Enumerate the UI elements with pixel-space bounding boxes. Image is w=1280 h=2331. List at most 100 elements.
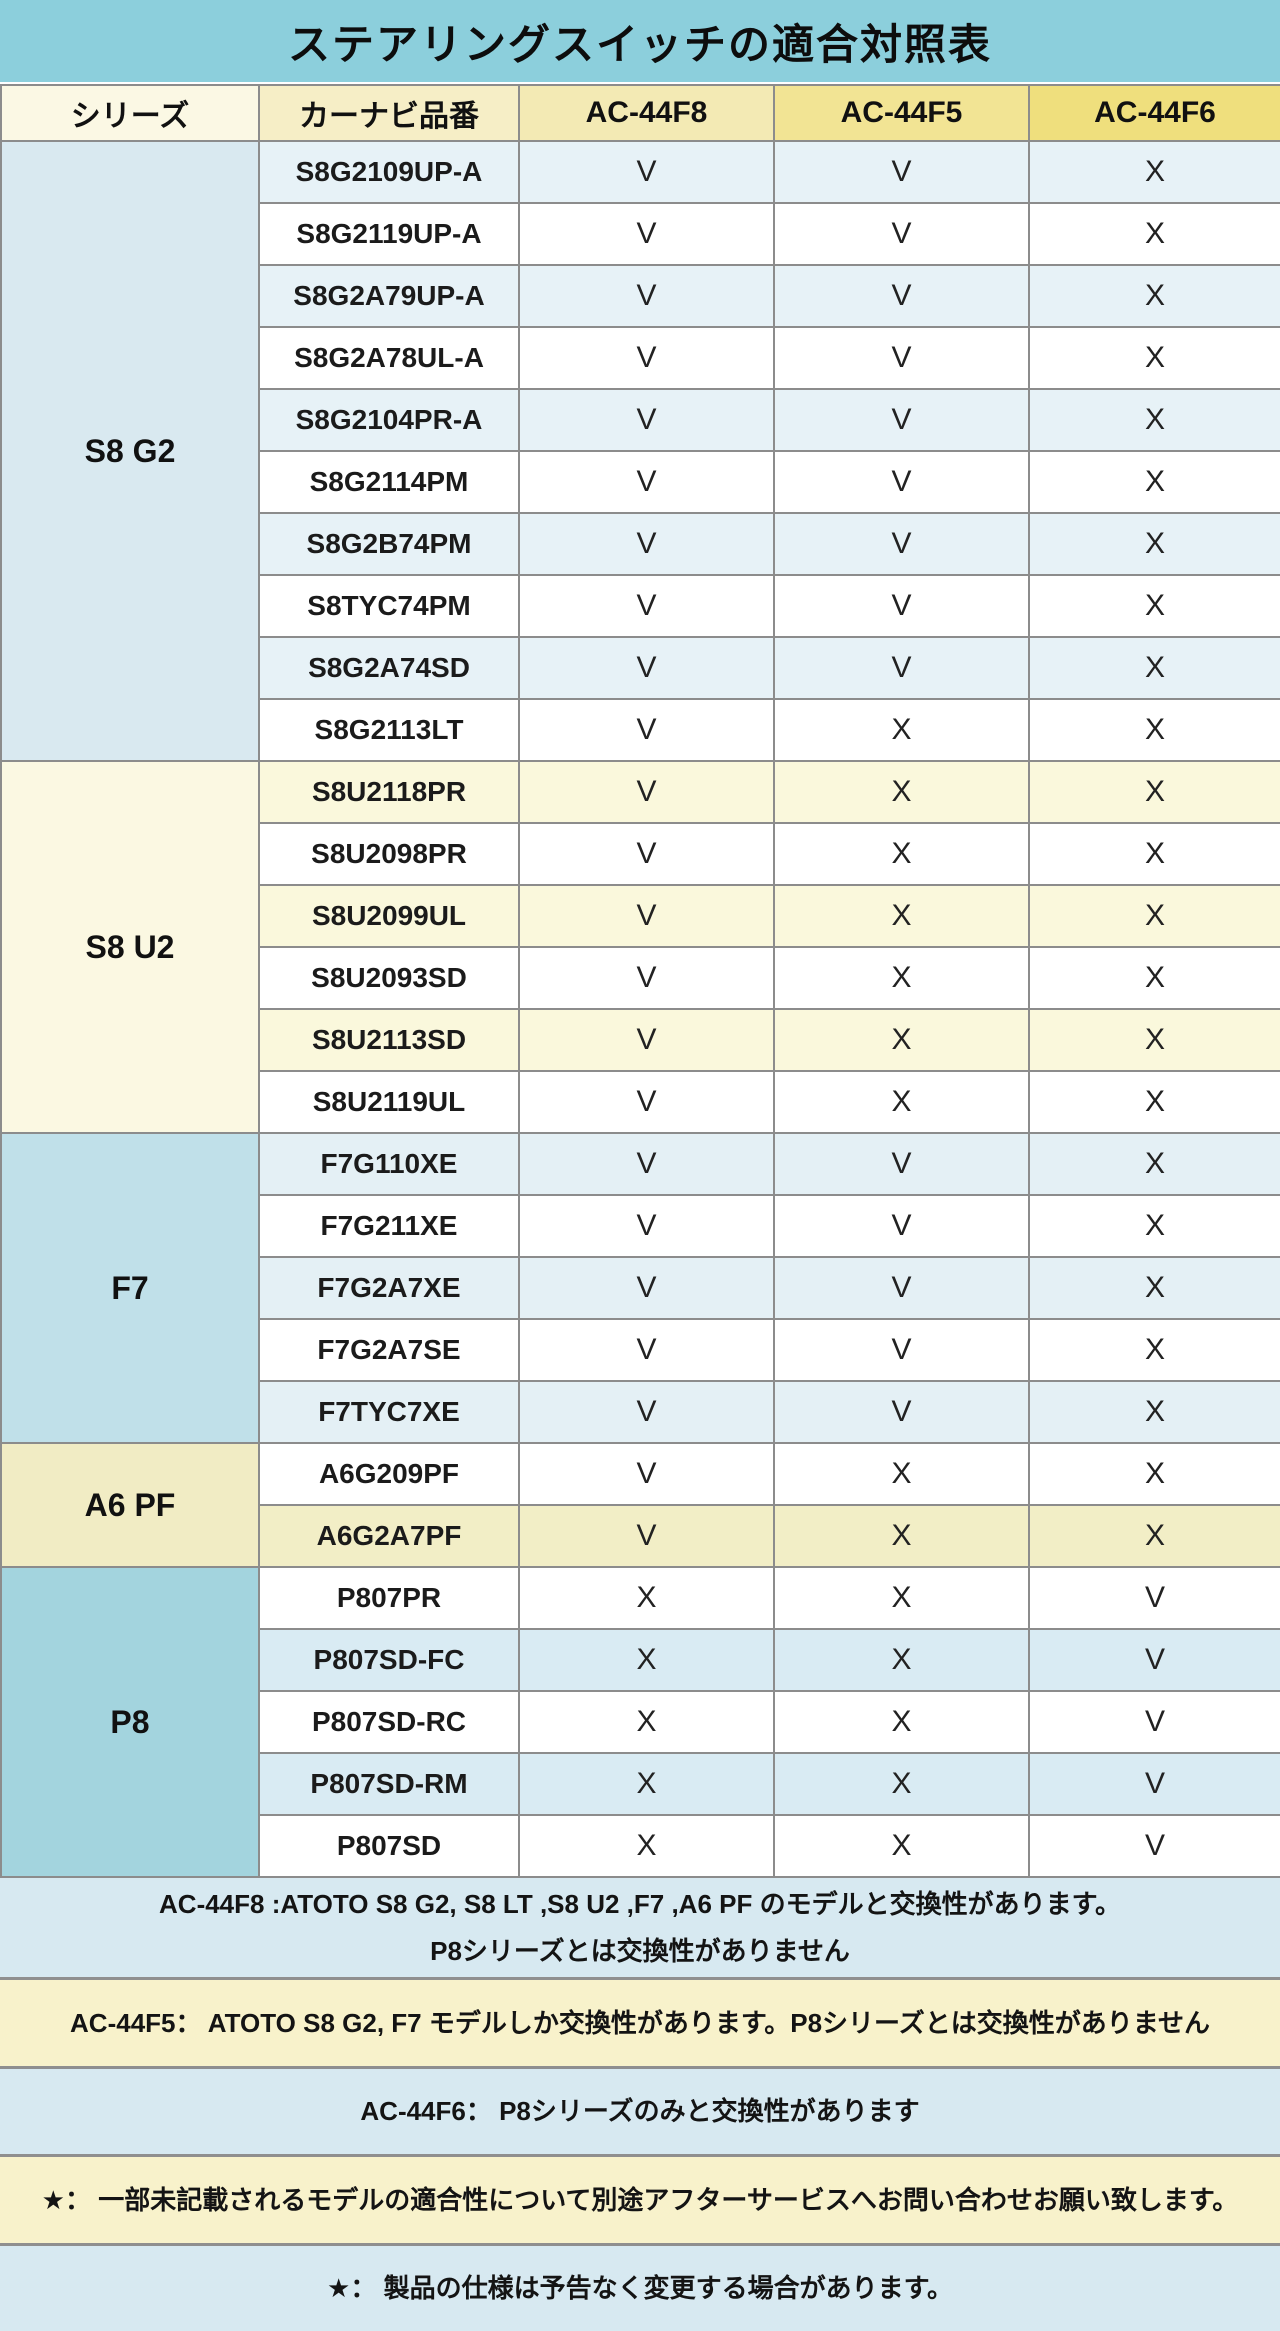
- model-number-cell: F7G2A7XE: [258, 1256, 520, 1320]
- table-row: S8 U2 S8U2118PR V X X: [0, 760, 1280, 1134]
- compat-value-cell: X: [773, 1814, 1030, 1878]
- compat-value-cell: X: [1028, 1194, 1280, 1258]
- compat-value-cell: X: [773, 1442, 1030, 1506]
- note-band: AC-44F8 :ATOTO S8 G2, S8 LT ,S8 U2 ,F7 ,…: [0, 1878, 1280, 1977]
- compat-value-cell: V: [1028, 1566, 1280, 1630]
- series-group-cell: S8 U2: [0, 760, 260, 1134]
- compat-value-cell: V: [773, 574, 1030, 638]
- compat-value-cell: X: [1028, 822, 1280, 886]
- compat-value-cell: V: [773, 1318, 1030, 1382]
- table-row: S8G2A74SD V V X: [1, 636, 1280, 700]
- compat-value-cell: X: [1028, 1008, 1280, 1072]
- table-row: F7 F7G110XE V V X: [0, 1132, 1280, 1444]
- compat-value-cell: V: [518, 202, 775, 266]
- compat-value-cell: X: [1028, 1318, 1280, 1382]
- table-row: S8G2B74PM V V X: [1, 512, 1280, 576]
- model-number-cell: F7G2A7SE: [258, 1318, 520, 1382]
- model-number-cell: P807SD-FC: [258, 1628, 520, 1692]
- series-group-cell: A6 PF: [0, 1442, 260, 1568]
- table-row: S8U2119UL V X X: [1, 1070, 1280, 1134]
- model-number-cell: F7TYC7XE: [258, 1380, 520, 1444]
- model-number-cell: P807SD-RC: [258, 1690, 520, 1754]
- compat-value-cell: X: [1028, 202, 1280, 266]
- table-row: S8U2093SD V X X: [1, 946, 1280, 1010]
- compat-value-cell: X: [1028, 698, 1280, 762]
- compat-value-cell: V: [773, 1132, 1030, 1196]
- model-number-cell: S8U2098PR: [258, 822, 520, 886]
- header-cell-series: シリーズ: [0, 84, 260, 142]
- model-number-cell: S8G2A74SD: [258, 636, 520, 700]
- model-number-cell: F7G110XE: [258, 1132, 520, 1196]
- model-number-cell: S8TYC74PM: [258, 574, 520, 638]
- compat-value-cell: X: [773, 1070, 1030, 1134]
- model-number-cell: S8G2A79UP-A: [258, 264, 520, 328]
- compat-value-cell: V: [773, 326, 1030, 390]
- note-text: ★： 製品の仕様は予告なく変更する場合があります。: [327, 2273, 953, 2303]
- compat-value-cell: V: [1028, 1628, 1280, 1692]
- table-row: S8U2099UL V X X: [1, 884, 1280, 948]
- compat-value-cell: X: [1028, 1132, 1280, 1196]
- table-row: S8G2104PR-A V V X: [1, 388, 1280, 452]
- table-row: P807SD-FC X X V: [1, 1628, 1280, 1692]
- table-row: F7G211XE V V X: [1, 1194, 1280, 1258]
- compat-value-cell: V: [518, 450, 775, 514]
- compat-value-cell: X: [773, 1752, 1030, 1816]
- compat-value-cell: X: [1028, 1256, 1280, 1320]
- table-row: S8G2113LT V X X: [1, 698, 1280, 762]
- model-number-cell: S8G2113LT: [258, 698, 520, 762]
- compat-value-cell: V: [518, 1008, 775, 1072]
- model-number-cell: S8G2B74PM: [258, 512, 520, 576]
- compat-value-cell: V: [518, 1380, 775, 1444]
- compat-value-cell: V: [518, 636, 775, 700]
- compat-value-cell: X: [1028, 1504, 1280, 1568]
- table-row: F7G2A7SE V V X: [1, 1318, 1280, 1382]
- header-cell-ac44f8: AC-44F8: [518, 84, 775, 142]
- table-body: S8 G2 S8G2109UP-A V V X S8G2119UP-A V V X S8G2A79…: [0, 140, 1280, 1878]
- compat-value-cell: X: [773, 1628, 1030, 1692]
- table-row: S8U2113SD V X X: [1, 1008, 1280, 1072]
- compat-value-cell: V: [1028, 1814, 1280, 1878]
- compat-value-cell: X: [773, 946, 1030, 1010]
- model-number-cell: P807SD: [258, 1814, 520, 1878]
- series-group-cell: S8 G2: [0, 140, 260, 762]
- compat-table: シリーズ カーナビ品番 AC-44F8 AC-44F5 AC-44F6 S8 G…: [0, 84, 1280, 1878]
- compat-value-cell: X: [1028, 1442, 1280, 1506]
- compat-value-cell: V: [773, 202, 1030, 266]
- compat-value-cell: V: [773, 450, 1030, 514]
- compat-value-cell: V: [773, 1194, 1030, 1258]
- model-number-cell: S8G2104PR-A: [258, 388, 520, 452]
- note-band: ★： 一部未記載されるモデルの適合性について別途アフターサービスへお問い合わせお…: [0, 2157, 1280, 2243]
- compat-value-cell: V: [518, 698, 775, 762]
- note-text: P8シリーズとは交換性がありません: [430, 1935, 850, 1966]
- compat-value-cell: V: [518, 388, 775, 452]
- table-header: シリーズ カーナビ品番 AC-44F8 AC-44F5 AC-44F6: [0, 84, 1280, 142]
- table-row: P807SD X X V: [1, 1814, 1280, 1878]
- compat-value-cell: V: [1028, 1690, 1280, 1754]
- compat-value-cell: V: [518, 326, 775, 390]
- compat-value-cell: X: [1028, 1380, 1280, 1444]
- compat-value-cell: X: [773, 1008, 1030, 1072]
- compat-value-cell: X: [1028, 140, 1280, 204]
- model-number-cell: S8U2099UL: [258, 884, 520, 948]
- compat-value-cell: X: [773, 1566, 1030, 1630]
- model-number-cell: S8U2119UL: [258, 1070, 520, 1134]
- table-row: A6G2A7PF V X X: [1, 1504, 1280, 1568]
- compat-value-cell: V: [518, 1132, 775, 1196]
- note-text: ★： 一部未記載されるモデルの適合性について別途アフターサービスへお問い合わせお…: [41, 2184, 1239, 2215]
- compat-value-cell: V: [773, 1380, 1030, 1444]
- compat-value-cell: X: [518, 1752, 775, 1816]
- compat-value-cell: V: [518, 1256, 775, 1320]
- header-row: シリーズ カーナビ品番 AC-44F8 AC-44F5 AC-44F6: [0, 84, 1280, 142]
- model-number-cell: P807SD-RM: [258, 1752, 520, 1816]
- compat-value-cell: X: [1028, 574, 1280, 638]
- model-number-cell: A6G209PF: [258, 1442, 520, 1506]
- compat-value-cell: X: [518, 1814, 775, 1878]
- compat-value-cell: X: [773, 822, 1030, 886]
- table-row: S8TYC74PM V V X: [1, 574, 1280, 638]
- note-text: AC-44F5： ATOTO S8 G2, F7 モデルしか交換性があります。P…: [70, 2007, 1210, 2038]
- compat-value-cell: V: [773, 636, 1030, 700]
- model-number-cell: F7G211XE: [258, 1194, 520, 1258]
- compat-value-cell: V: [518, 1442, 775, 1506]
- header-cell-model: カーナビ品番: [258, 84, 520, 142]
